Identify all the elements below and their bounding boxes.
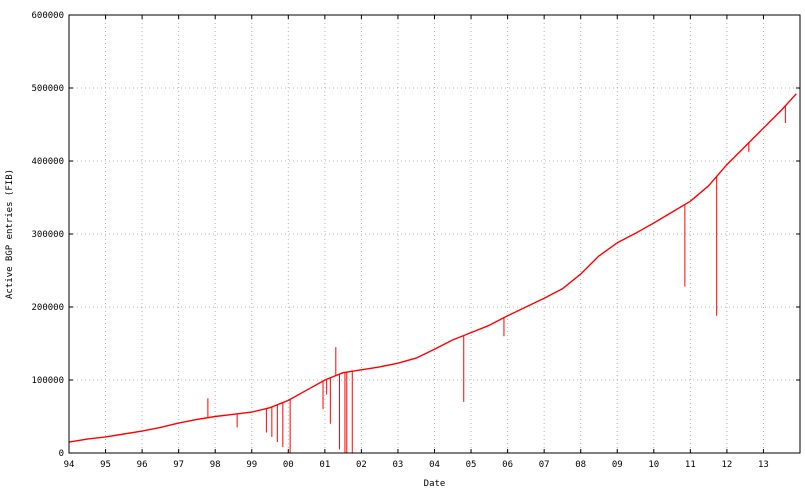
x-tick-label: 04 — [429, 460, 440, 470]
x-tick-label: 13 — [758, 460, 769, 470]
x-tick-label: 03 — [393, 460, 404, 470]
x-tick-label: 05 — [466, 460, 477, 470]
series-layer — [68, 93, 797, 453]
x-tick-label: 01 — [319, 460, 330, 470]
x-tick-label: 10 — [648, 460, 659, 470]
x-tick-label: 08 — [575, 460, 586, 470]
y-tick-label: 200000 — [31, 303, 64, 313]
y-tick-label: 300000 — [31, 230, 64, 240]
x-tick-label: 11 — [685, 460, 696, 470]
x-tick-label: 09 — [612, 460, 623, 470]
x-tick-label: 97 — [173, 460, 184, 470]
y-tick-label: 100000 — [31, 376, 64, 386]
x-tick-label: 95 — [100, 460, 111, 470]
x-tick-label: 06 — [502, 460, 513, 470]
x-tick-label: 02 — [356, 460, 367, 470]
x-tick-label: 00 — [283, 460, 294, 470]
y-tick-label: 600000 — [31, 11, 64, 21]
x-axis-ticks: 94 95 96 97 98 99 00 01 02 03 04 05 06 07 08 09 10 11 12 13 — [64, 15, 769, 470]
y-tick-label: 400000 — [31, 157, 64, 167]
y-axis-title: Active BGP entries (FIB) — [5, 169, 15, 299]
x-tick-label: 96 — [137, 460, 148, 470]
plot-frame — [68, 14, 801, 454]
y-tick-label: 0 — [59, 449, 64, 459]
x-tick-label: 94 — [64, 460, 75, 470]
x-tick-label: 07 — [539, 460, 550, 470]
series-line — [68, 93, 797, 443]
x-tick-label: 98 — [210, 460, 221, 470]
y-axis-ticks: 0 100000 200000 300000 400000 500000 600000 — [31, 11, 800, 459]
x-tick-label: 99 — [246, 460, 257, 470]
y-tick-label: 500000 — [31, 84, 64, 94]
x-axis-title: Date — [424, 479, 446, 488]
x-tick-label: 12 — [721, 460, 732, 470]
